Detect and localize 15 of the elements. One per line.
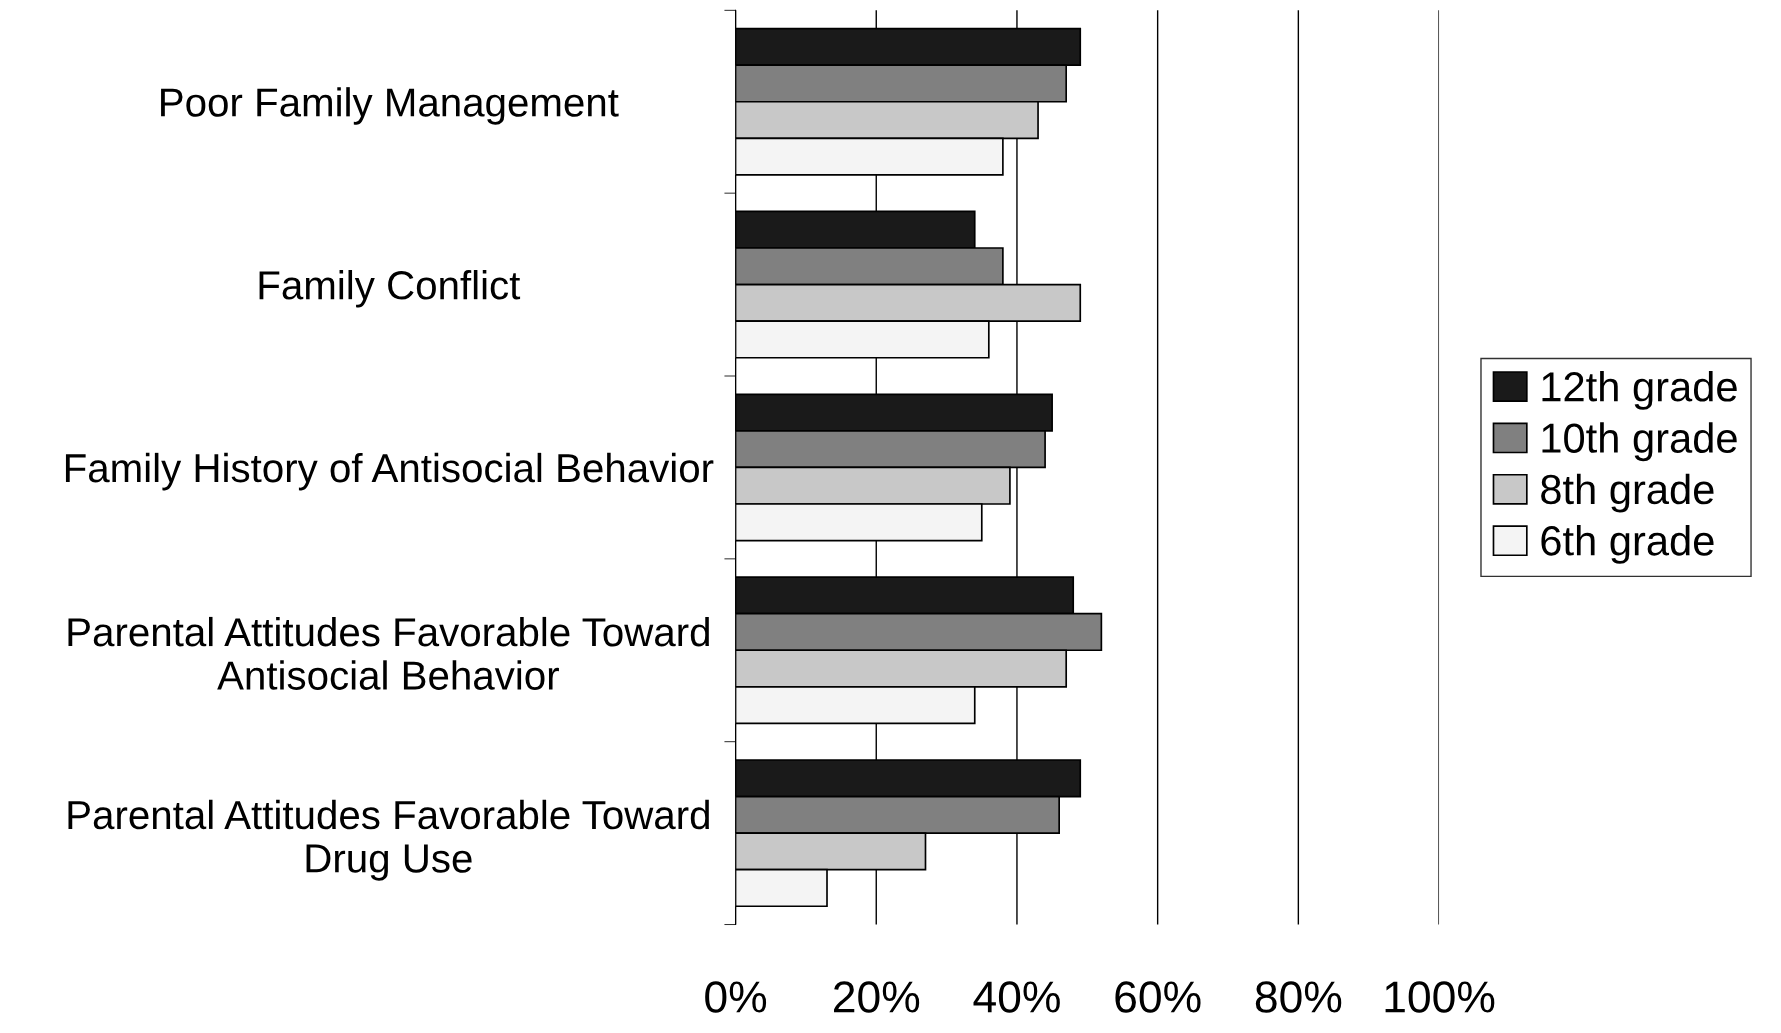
- x-tick-label: 0%: [705, 981, 767, 1013]
- y-tick-label: Family History of Antisocial Behavior: [65, 452, 714, 491]
- x-tick-label: 100%: [1385, 981, 1495, 1013]
- y-tick-label: Parental Attitudes Favorable Toward Antisocial Behavior: [68, 616, 709, 690]
- y-tick-label: Family Conflict: [259, 270, 521, 308]
- legend-label: 8th grade: [1541, 473, 1714, 513]
- y-tick-label: Parental Attitudes Favorable Toward Drug Use: [68, 799, 709, 881]
- y-tick-label: Poor Family Management: [161, 87, 619, 125]
- x-tick-label: 40%: [973, 981, 1060, 1013]
- x-tick-label: 60%: [1115, 981, 1201, 1013]
- legend-label: 12th grade: [1542, 371, 1737, 410]
- legend-label: 6th grade: [1541, 525, 1714, 564]
- x-tick-label: 20%: [834, 981, 920, 1013]
- legend-label: 10th grade: [1542, 422, 1737, 462]
- x-tick-label: 80%: [1255, 981, 1342, 1013]
